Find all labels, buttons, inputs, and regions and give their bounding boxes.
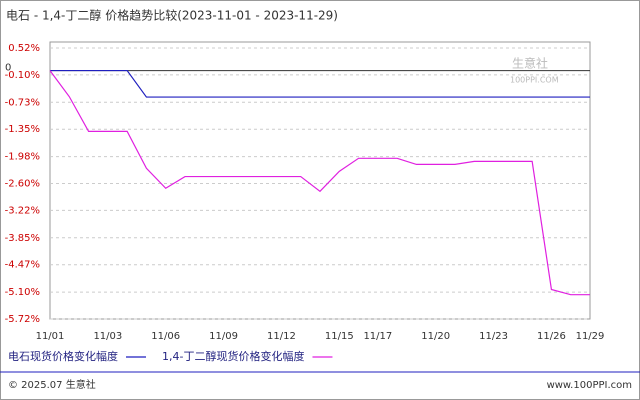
watermark: 100PPI.COM [510,76,559,85]
x-tick-label: 11/12 [267,331,296,342]
y-tick-label: 0.52% [8,43,40,54]
x-tick-label: 11/20 [421,331,450,342]
y-tick-label: -5.72% [5,314,40,325]
x-tick-label: 11/03 [93,331,122,342]
x-tick-label: 11/26 [537,331,566,342]
series-line [50,69,590,98]
y-tick-label: -2.60% [5,179,40,190]
chart-title: 电石 - 1,4-丁二醇 价格趋势比较(2023-11-01 - 2023-11… [6,8,338,23]
series-line [49,70,590,296]
x-tick-label: 11/01 [36,331,65,342]
x-tick-label: 11/29 [576,331,605,342]
y-tick-label: -0.73% [5,97,40,108]
watermark: 生意社 [512,56,548,71]
y-tick-label: -0.10% [5,70,40,81]
x-tick-label: 11/17 [363,331,392,342]
footer-right: www.100PPI.com [547,380,632,391]
x-tick-label: 11/09 [209,331,238,342]
legend-label: 电石现货价格变化幅度 [8,349,118,363]
y-tick-label: -3.85% [5,233,40,244]
y-tick-label: -5.10% [5,287,40,298]
y-tick-label: -1.98% [5,152,40,163]
y-tick-label: -4.47% [5,260,40,271]
legend-label: 1,4-丁二醇现货价格变化幅度 [162,349,304,363]
footer-left: © 2025.07 生意社 [8,378,96,391]
x-tick-label: 11/23 [479,331,508,342]
y-tick-label: -3.22% [5,205,40,216]
x-tick-label: 11/06 [151,331,180,342]
y-tick-label: -1.35% [5,124,40,135]
x-tick-label: 11/15 [325,331,354,342]
zero-label: 0 [5,63,11,74]
